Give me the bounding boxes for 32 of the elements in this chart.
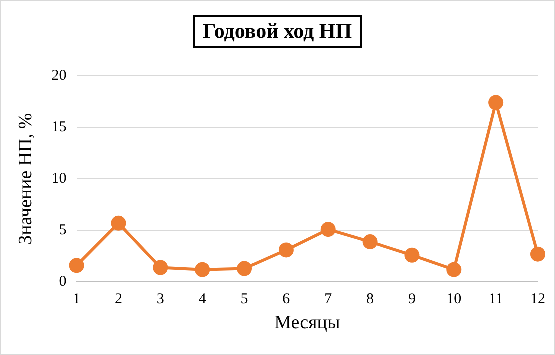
y-tick-label: 0 — [59, 274, 67, 290]
x-tick-label: 8 — [366, 292, 374, 308]
x-tick-label: 4 — [198, 292, 207, 308]
x-tick-label: 9 — [408, 292, 416, 308]
point — [237, 261, 252, 276]
point — [320, 222, 336, 238]
x-tick-label: 7 — [324, 292, 333, 308]
point — [362, 234, 378, 250]
x-tick-label: 11 — [488, 292, 504, 308]
x-tick-label: 6 — [282, 292, 291, 308]
point — [278, 242, 294, 258]
point — [530, 246, 546, 262]
x-tick-label: 5 — [240, 292, 248, 308]
x-tick-label: 1 — [73, 292, 81, 308]
y-tick-label: 20 — [52, 68, 67, 84]
y-axis-title: Значение НП, % — [15, 113, 36, 245]
x-tick-label: 3 — [156, 292, 164, 308]
point — [111, 216, 126, 231]
y-tick-label: 10 — [52, 171, 67, 188]
chart-title: Годовой ход НП — [192, 15, 362, 48]
y-tick-label: 15 — [52, 119, 67, 136]
x-tick-label: 2 — [114, 292, 122, 308]
x-tick-label: 12 — [530, 292, 546, 308]
point — [69, 258, 84, 274]
point — [153, 260, 168, 276]
x-axis-title: Месяцы — [274, 312, 340, 334]
point — [446, 262, 462, 278]
point — [488, 95, 504, 110]
point — [404, 248, 420, 263]
y-tick-label: 5 — [59, 222, 67, 239]
point — [195, 262, 210, 278]
x-tick-label: 10 — [446, 292, 462, 308]
